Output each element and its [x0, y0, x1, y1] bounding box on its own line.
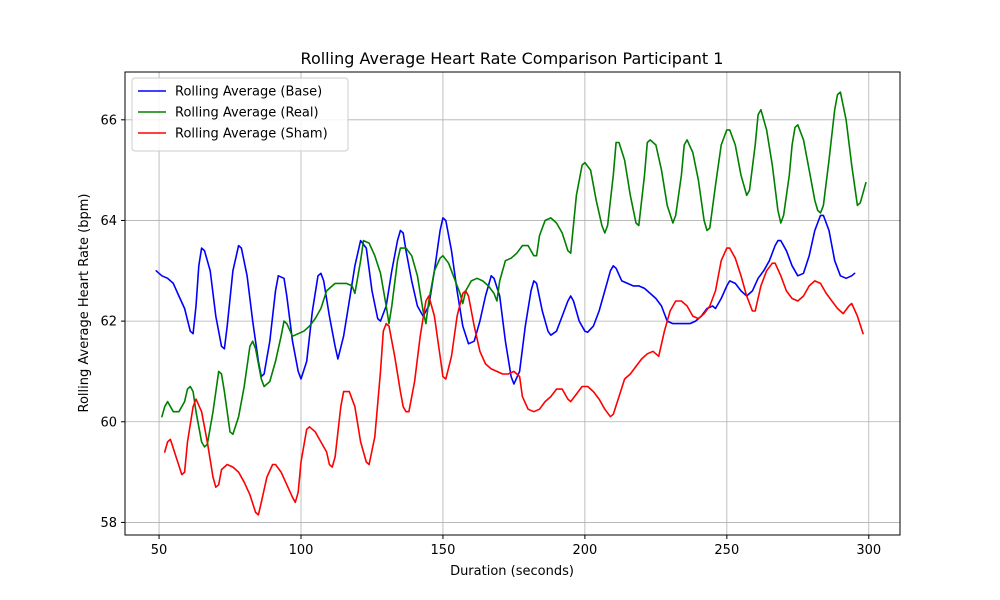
x-tick-label: 300 — [856, 543, 881, 558]
legend-label-1: Rolling Average (Base) — [175, 85, 322, 100]
legend-label-3: Rolling Average (Sham) — [175, 127, 328, 142]
x-tick-label: 250 — [714, 543, 739, 558]
x-tick-label: 150 — [431, 543, 456, 558]
legend-box — [131, 77, 349, 152]
series-line-2 — [161, 91, 867, 448]
x-tick-label: 100 — [289, 543, 314, 558]
y-tick-label: 66 — [100, 113, 117, 128]
y-tick-label: 64 — [100, 214, 117, 229]
axis-ticks: 50 100 150 200 250 300 58 60 62 64 66 — [100, 113, 881, 558]
y-axis-label: Rolling Average Heart Rate (bpm) — [77, 194, 92, 413]
series-line-3 — [163, 247, 864, 516]
x-tick-label: 50 — [151, 543, 168, 558]
y-tick-label: 60 — [100, 415, 117, 430]
x-axis-label: Duration (seconds) — [450, 564, 574, 579]
legend: Rolling Average (Base) Rolling Average (R… — [131, 77, 349, 152]
plot-area-frame — [124, 71, 901, 536]
y-tick-label: 62 — [100, 315, 117, 330]
series-line-1 — [155, 214, 856, 385]
chart-title: Rolling Average Heart Rate Comparison Pa… — [301, 49, 724, 68]
legend-label-2: Rolling Average (Real) — [175, 106, 319, 121]
series-lines — [155, 91, 867, 516]
y-tick-label: 58 — [100, 516, 117, 531]
x-tick-label: 200 — [572, 543, 597, 558]
